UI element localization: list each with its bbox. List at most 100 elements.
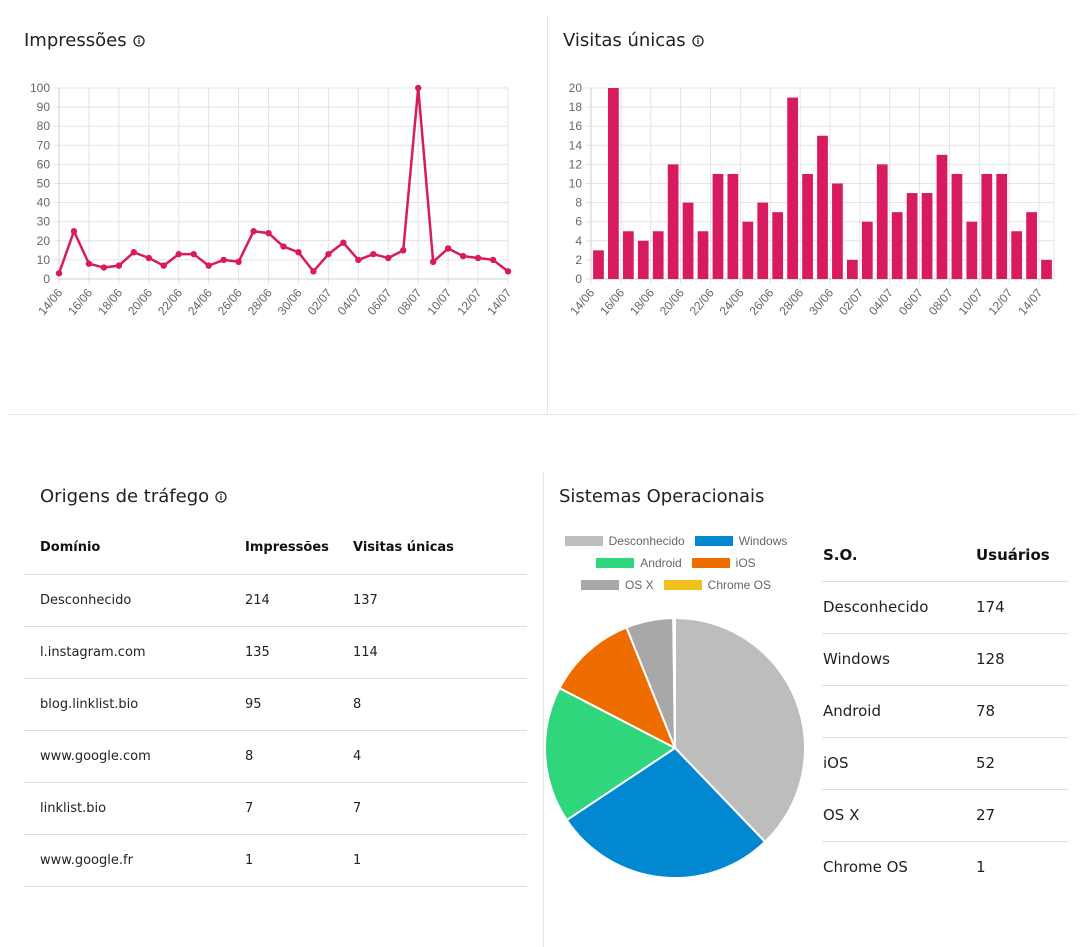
data-point[interactable] [310,268,317,275]
impressions-title-text: Impressões [24,30,127,51]
pie-slice[interactable] [544,686,677,822]
data-point[interactable] [85,260,93,267]
data-point[interactable] [504,268,512,275]
data-point[interactable] [400,247,407,254]
data-point[interactable] [355,256,362,264]
data-point[interactable] [415,84,422,92]
data-point[interactable] [160,262,167,269]
bar[interactable] [667,164,679,279]
pie-slice[interactable] [565,746,767,879]
x-tick-label: 12/07 [454,286,484,318]
data-point[interactable] [340,239,347,246]
bar[interactable] [608,88,619,279]
bar[interactable] [981,173,993,279]
data-point[interactable] [265,229,272,237]
data-point[interactable] [130,249,138,256]
legend-item[interactable]: Android [596,556,682,570]
table-row: www.google.com 8 4 [24,730,527,783]
legend-row: OS X Chrome OS [545,574,807,596]
legend-swatch [596,558,635,568]
os-table: S.O. Usuários Desconhecido 174 Windows 128 A… [822,530,1068,893]
bar[interactable] [727,173,739,279]
data-point[interactable] [205,262,212,269]
info-icon[interactable] [691,34,704,47]
cell-users: 174 [975,581,1068,634]
legend-label: Android [640,556,682,570]
bar[interactable] [652,231,664,279]
bar[interactable] [593,250,604,279]
y-tick-label: 0 [575,272,582,286]
data-point[interactable] [235,258,242,266]
bar[interactable] [996,173,1008,279]
bar[interactable] [876,164,888,279]
data-point[interactable] [115,262,123,269]
bar[interactable] [697,231,709,279]
x-tick-label: 14/06 [35,286,65,318]
cell-users: 52 [975,737,1068,790]
data-point[interactable] [325,250,332,258]
bar[interactable] [936,154,948,279]
traffic-title: Origens de tráfego [40,486,227,507]
bar[interactable] [712,173,724,279]
bar[interactable] [906,193,918,279]
bar[interactable] [861,221,873,279]
legend-row: Desconhecido Windows [545,530,807,552]
data-point[interactable] [145,254,152,262]
y-tick-label: 4 [575,234,582,248]
unique-visits-bar-chart: 0 2 4 6 8 10 12 14 16 18 20 14/06 16/06 18/06 20/06 22/… [567,81,1055,318]
bar[interactable] [891,212,903,279]
info-icon[interactable] [132,34,145,47]
data-point[interactable] [220,256,227,264]
bar[interactable] [787,97,799,279]
data-point[interactable] [459,252,467,260]
bar[interactable] [637,240,649,279]
bar[interactable] [951,173,963,279]
legend-item[interactable]: Windows [694,534,787,548]
pie-slice[interactable] [672,616,676,749]
data-point[interactable] [489,256,497,264]
pie-slice[interactable] [674,616,806,844]
data-point[interactable] [370,250,377,258]
pie-slice[interactable] [558,626,677,751]
y-tick-label: 20 [569,81,583,95]
bar[interactable] [817,135,828,279]
legend-item[interactable]: iOS [691,556,756,570]
data-point[interactable] [250,228,257,235]
legend-item[interactable]: OS X [580,578,654,592]
info-icon[interactable] [215,490,227,503]
bar[interactable] [682,202,694,279]
data-point[interactable] [385,254,392,262]
cell-os: Android [822,685,975,738]
bar[interactable] [772,212,784,279]
data-point[interactable] [474,254,482,262]
table-row: Desconhecido 214 137 [24,574,527,627]
cell-unique-visits: 8 [352,678,527,731]
data-point[interactable] [429,258,437,266]
bar[interactable] [622,231,634,279]
bar[interactable] [757,202,769,279]
legend-item[interactable]: Desconhecido [564,534,685,548]
data-point[interactable] [55,270,63,277]
data-point[interactable] [444,245,452,252]
bar[interactable] [1026,212,1037,279]
data-point[interactable] [100,264,108,271]
data-point[interactable] [280,243,287,250]
bar[interactable] [802,173,813,279]
bar[interactable] [1011,231,1023,279]
cell-domain: www.google.com [24,730,244,783]
bar[interactable] [742,221,754,279]
data-point[interactable] [190,250,197,258]
data-point[interactable] [175,250,182,258]
x-tick-label: 04/07 [335,286,365,318]
y-tick-label: 8 [575,196,582,210]
data-point[interactable] [295,249,302,256]
bar[interactable] [846,259,858,279]
legend-item[interactable]: Chrome OS [663,578,771,592]
bar[interactable] [966,221,978,279]
table-row: iOS 52 [822,737,1068,790]
data-point[interactable] [70,228,78,235]
bar[interactable] [832,183,843,280]
bar[interactable] [1041,259,1052,279]
bar[interactable] [921,193,933,279]
cell-impressions: 95 [244,678,352,731]
